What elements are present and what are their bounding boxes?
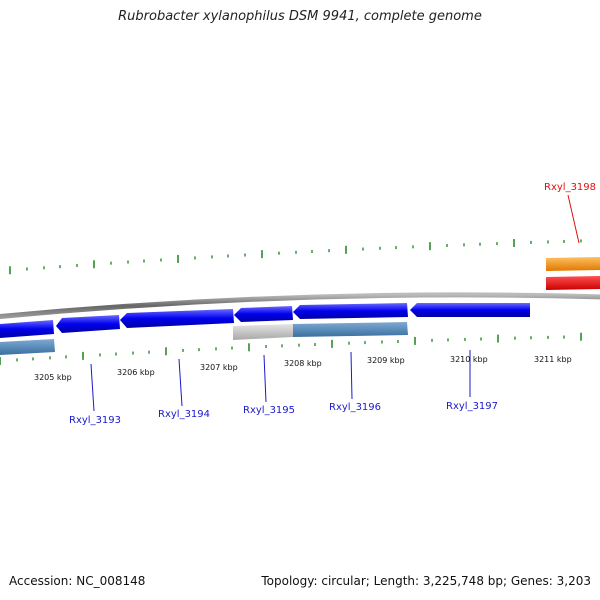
cds-arrow-3194[interactable] — [56, 315, 120, 333]
feature-grey[interactable] — [233, 324, 293, 340]
leader-line-3194 — [178, 358, 183, 407]
cds-arrow-3195[interactable] — [120, 309, 234, 328]
leader-line-3198 — [567, 194, 580, 244]
genome-backbone — [0, 292, 600, 320]
kbp-label-3205: 3205 kbp — [34, 373, 72, 382]
leader-line-3195 — [263, 354, 267, 403]
genome-title: Rubrobacter xylanophilus DSM 9941, compl… — [118, 9, 482, 24]
accession-text: Accession: NC_008148 — [9, 574, 146, 588]
cds-arrow-3193[interactable] — [0, 320, 54, 338]
gene-label-3193[interactable]: Rxyl_3193 — [69, 415, 121, 426]
gene-label-3197[interactable]: Rxyl_3197 — [446, 401, 498, 412]
genome-summary-text: Topology: circular; Length: 3,225,748 bp… — [261, 574, 591, 588]
feature-steelblue-left[interactable] — [0, 339, 55, 355]
outer-tick-ring — [9, 239, 582, 275]
cds-arrow-3197[interactable] — [293, 303, 408, 319]
cds-arrow-3198[interactable] — [410, 303, 530, 317]
cds-arrow-3196[interactable] — [234, 306, 293, 322]
gene-label-3196[interactable]: Rxyl_3196 — [329, 402, 381, 413]
leader-line-3193 — [90, 363, 95, 412]
kbp-label-3208: 3208 kbp — [284, 359, 322, 368]
kbp-label-3207: 3207 kbp — [200, 363, 238, 372]
kbp-label-3210: 3210 kbp — [450, 355, 488, 364]
feature-red[interactable] — [546, 276, 600, 290]
feature-orange[interactable] — [546, 257, 600, 271]
kbp-label-3209: 3209 kbp — [367, 356, 405, 365]
gene-label-3194[interactable]: Rxyl_3194 — [158, 409, 210, 420]
inner-tick-ring — [0, 332, 582, 365]
gene-label-3195[interactable]: Rxyl_3195 — [243, 405, 295, 416]
kbp-label-3206: 3206 kbp — [117, 368, 155, 377]
kbp-label-3211: 3211 kbp — [534, 355, 572, 364]
gene-label-3198[interactable]: Rxyl_3198 — [544, 182, 596, 193]
leader-line-3196 — [350, 351, 353, 400]
feature-steelblue-right[interactable] — [293, 322, 408, 337]
